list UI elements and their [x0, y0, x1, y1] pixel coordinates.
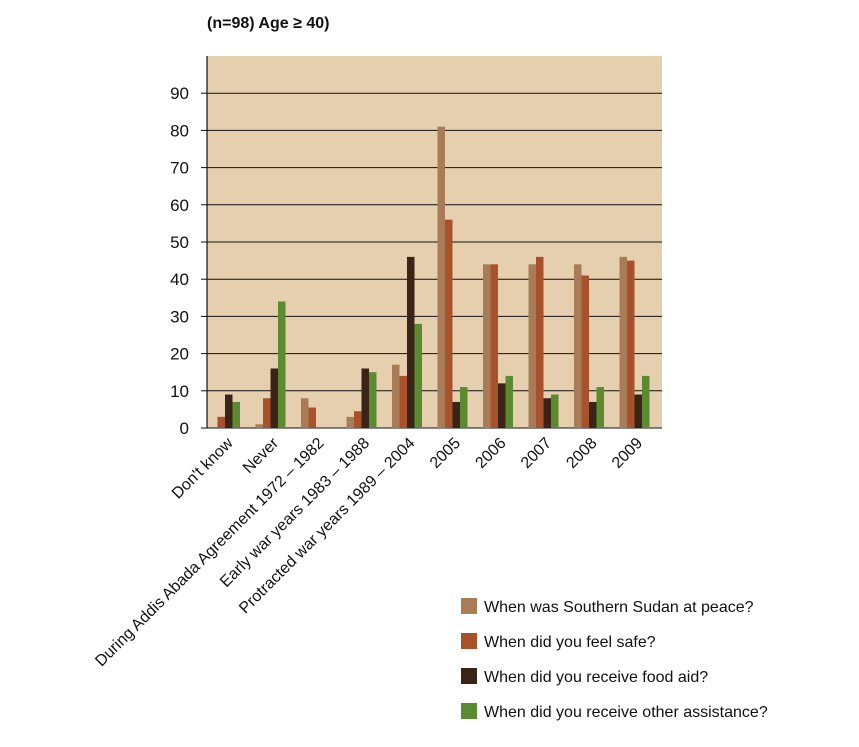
bar [414, 323, 422, 428]
bar [581, 275, 589, 428]
bar [278, 301, 286, 428]
y-tick-label: 50 [170, 233, 189, 252]
y-tick-label: 0 [180, 419, 189, 438]
bar [270, 368, 278, 428]
bar [460, 387, 468, 428]
bar [399, 375, 407, 428]
legend-swatch [461, 633, 477, 649]
x-tick-label: Don't know [169, 434, 237, 502]
bar [551, 394, 559, 428]
bar [498, 383, 506, 428]
x-tick-label: 2005 [427, 435, 464, 472]
y-tick-label: 30 [170, 307, 189, 326]
bar [483, 264, 491, 428]
legend-swatch [461, 668, 477, 684]
bar [528, 264, 536, 428]
bar [369, 372, 377, 428]
x-tick-label: Never [240, 434, 283, 477]
bar [361, 368, 369, 428]
bar [634, 394, 642, 428]
bar [225, 394, 233, 428]
bar [392, 364, 400, 428]
legend-swatch [461, 598, 477, 614]
bar [452, 401, 460, 428]
y-tick-label: 10 [170, 382, 189, 401]
legend-label: When did you feel safe? [484, 634, 656, 651]
bar [536, 256, 544, 428]
bar [437, 126, 445, 429]
bar [308, 407, 316, 428]
bar [346, 416, 354, 428]
bars [217, 126, 650, 429]
bar [217, 416, 225, 428]
x-tick-label: 2008 [563, 435, 600, 472]
legend-swatch [461, 703, 477, 719]
bar [354, 411, 362, 428]
bar [627, 260, 635, 428]
bar [543, 398, 551, 428]
x-tick-label: 2009 [609, 435, 646, 472]
y-tick-labels: 0 10 20 30 40 50 60 70 80 90 [170, 84, 189, 438]
bar [445, 219, 453, 428]
legend-label: When did you receive food aid? [484, 669, 708, 686]
bar [263, 398, 271, 428]
bar [407, 256, 415, 428]
legend-label: When was Southern Sudan at peace? [484, 599, 754, 616]
bar [232, 401, 240, 428]
bar [505, 375, 513, 428]
bar [642, 375, 650, 428]
legend: When was Southern Sudan at peace? When di… [461, 598, 768, 721]
y-tick-label: 20 [170, 345, 189, 364]
bar [619, 256, 627, 428]
x-tick-label: 2006 [472, 435, 509, 472]
chart-title: (n=98) Age ≥ 40) [207, 15, 329, 32]
y-tick-label: 80 [170, 121, 189, 140]
bar [589, 401, 597, 428]
bar [255, 424, 263, 428]
y-tick-label: 70 [170, 159, 189, 178]
legend-label: When did you receive other assistance? [484, 704, 768, 721]
bar [490, 264, 498, 428]
bar [301, 398, 309, 428]
y-tick-label: 60 [170, 196, 189, 215]
y-tick-label: 40 [170, 270, 189, 289]
bar [574, 264, 582, 428]
y-tick-label: 90 [170, 84, 189, 103]
bar [596, 387, 604, 428]
x-tick-label: 2007 [518, 435, 555, 472]
